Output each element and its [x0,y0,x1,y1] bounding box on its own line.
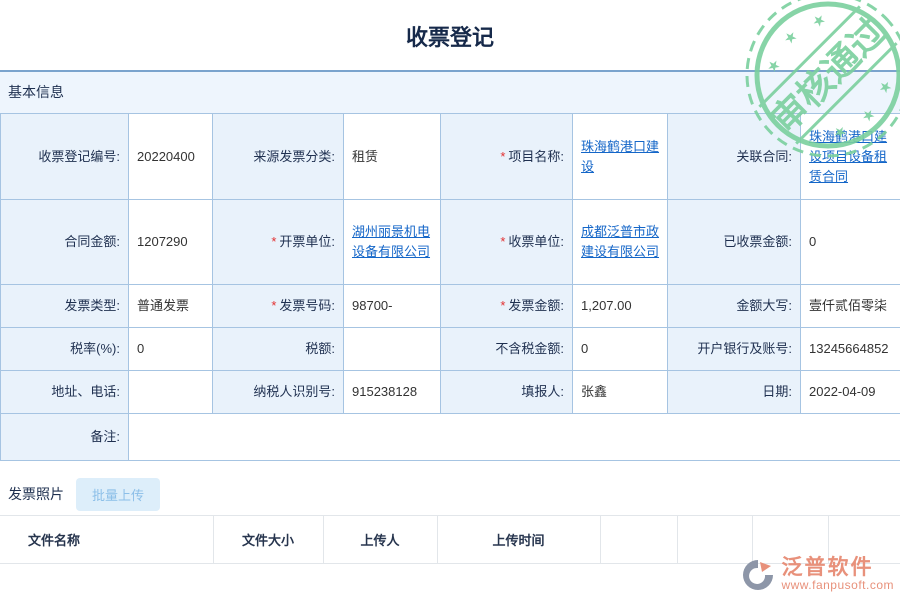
required-marker: * [500,298,506,313]
invoice-type-value: 普通发票 [128,284,213,328]
amount-excl-tax-label: 不含税金额: [440,327,573,371]
filler-label: 填报人: [440,370,573,414]
invoicing-unit-link[interactable]: 湖州丽景机电设备有限公司 [352,224,431,259]
col-empty [677,515,753,564]
related-contract-label: 关联合同: [667,113,801,200]
table-row: 备注: [0,413,900,461]
related-contract-value: 珠海鹤港口建设项目设备租赁合同 [800,113,900,200]
contract-amount-value: 1207290 [128,199,213,285]
source-invoice-category-label: 来源发票分类: [212,113,344,200]
filler-value: 张鑫 [572,370,668,414]
receipt-reg-no-label: 收票登记编号: [0,113,129,200]
logo-url: www.fanpusoft.com [781,578,894,593]
table-row: 税率(%): 0 税额: 不含税金额: 0 开户银行及账号: 132456648… [0,327,900,371]
received-amount-value: 0 [800,199,900,285]
receiving-unit-link[interactable]: 成都泛普市政建设有限公司 [581,224,660,259]
tax-rate-label: 税率(%): [0,327,129,371]
receiving-unit-value: 成都泛普市政建设有限公司 [572,199,668,285]
project-name-label: * 项目名称: [440,113,573,200]
required-marker: * [500,234,506,249]
remarks-value [128,413,900,461]
invoice-amount-value: 1,207.00 [572,284,668,328]
col-file-size: 文件大小 [213,515,324,564]
remarks-label: 备注: [0,413,129,461]
date-value: 2022-04-09 [800,370,900,414]
address-phone-value [128,370,213,414]
amount-in-words-label: 金额大写: [667,284,801,328]
table-row: 发票类型: 普通发票 * 发票号码: 98700- * 发票金额: 1,207.00… [0,284,900,328]
taxpayer-id-value: 915238128 [343,370,441,414]
address-phone-label: 地址、电话: [0,370,129,414]
source-invoice-category-value: 租赁 [343,113,441,200]
basic-info-table: 收票登记编号: 20220400 来源发票分类: 租赁 * 项目名称: 珠海鹤港口… [0,113,900,461]
invoice-number-label: * 发票号码: [212,284,344,328]
amount-excl-tax-value: 0 [572,327,668,371]
fanpu-logo-icon [743,559,774,590]
invoicing-unit-label: * 开票单位: [212,199,344,285]
required-marker: * [500,148,506,164]
col-empty [828,515,900,564]
invoice-photo-title: 发票照片 [8,486,64,502]
bank-account-label: 开户银行及账号: [667,327,801,371]
invoice-amount-label: * 发票金额: [440,284,573,328]
logo-name: 泛普软件 [781,556,874,580]
page-title: 收票登记 [405,25,494,50]
invoice-type-label: 发票类型: [0,284,129,328]
table-row: 收票登记编号: 20220400 来源发票分类: 租赁 * 项目名称: 珠海鹤港口… [0,113,900,200]
section-basic-info: 基本信息 [0,70,900,113]
col-uploader: 上传人 [323,515,438,564]
taxpayer-id-label: 纳税人识别号: [212,370,344,414]
table-row: 地址、电话: 纳税人识别号: 915238128 填报人: 张鑫 日期: 202… [0,370,900,414]
attachment-header-row: 文件名称 文件大小 上传人 上传时间 [0,515,900,564]
project-name-link[interactable]: 珠海鹤港口建设 [581,138,660,174]
attachment-table: 文件名称 文件大小 上传人 上传时间 [0,515,900,564]
receiving-unit-label: * 收票单位: [440,199,573,285]
received-amount-label: 已收票金额: [667,199,801,285]
invoicing-unit-value: 湖州丽景机电设备有限公司 [343,199,441,285]
required-marker: * [271,298,277,313]
col-upload-time: 上传时间 [437,515,601,564]
tax-amount-label: 税额: [212,327,344,371]
contract-amount-label: 合同金额: [0,199,129,285]
tax-rate-value: 0 [128,327,213,371]
col-file-name: 文件名称 [0,515,214,564]
date-label: 日期: [667,370,801,414]
tax-amount-value [343,327,441,371]
table-row: 合同金额: 1207290 * 开票单位: 湖州丽景机电设备有限公司 * 收票单位:… [0,199,900,285]
required-marker: * [271,234,277,249]
invoice-number-value: 98700- [343,284,441,328]
bank-account-value: 13245664852 [800,327,900,371]
fanpu-logo: 泛普软件 www.fanpusoft.com [741,557,894,592]
col-empty [752,515,829,564]
receipt-reg-no-value: 20220400 [128,113,213,200]
related-contract-link[interactable]: 珠海鹤港口建设项目设备租赁合同 [809,128,888,184]
col-empty [600,515,678,564]
amount-in-words-value: 壹仟贰佰零柒 [800,284,900,328]
invoice-photo-bar: 发票照片 批量上传 [0,477,900,511]
project-name-value: 珠海鹤港口建设 [572,113,668,200]
batch-upload-button[interactable]: 批量上传 [76,477,161,511]
